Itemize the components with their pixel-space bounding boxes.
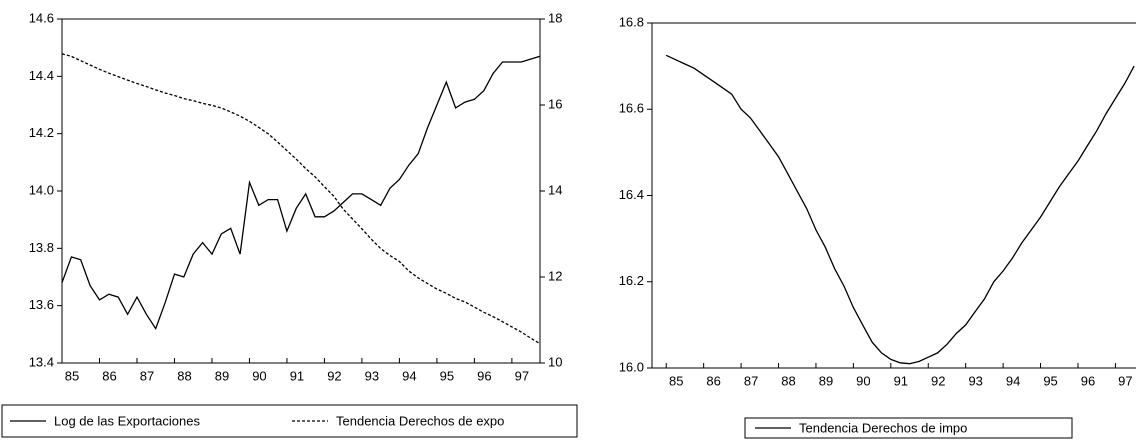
x-tick-label: 91 xyxy=(894,373,908,388)
legend-label: Log de las Exportaciones xyxy=(54,413,200,428)
x-tick-label: 92 xyxy=(931,373,945,388)
series-line xyxy=(61,53,541,345)
x-tick-label: 97 xyxy=(515,368,529,383)
legend-label: Tendencia Derechos de impo xyxy=(799,420,967,435)
x-tick-label: 86 xyxy=(102,368,116,383)
y2-tick-label: 14 xyxy=(548,182,562,197)
legend-box xyxy=(744,417,1073,439)
x-tick-label: 93 xyxy=(365,368,379,383)
x-tick-label: 86 xyxy=(706,373,720,388)
y-tick-label: 16.2 xyxy=(619,273,644,288)
x-tick-label: 89 xyxy=(215,368,229,383)
x-tick-label: 96 xyxy=(1081,373,1095,388)
x-tick-label: 89 xyxy=(819,373,833,388)
y-tick-label: 14.4 xyxy=(29,68,54,83)
x-tick-label: 93 xyxy=(968,373,982,388)
legend-label: Tendencia Derechos de expo xyxy=(336,413,504,428)
y-tick-label: 14.2 xyxy=(29,125,54,140)
y-tick-label: 16.4 xyxy=(619,187,644,202)
x-tick-label: 92 xyxy=(327,368,341,383)
y-tick-label: 16.0 xyxy=(619,359,644,374)
x-tick-label: 94 xyxy=(402,368,416,383)
y-tick-label: 16.8 xyxy=(619,14,644,29)
x-tick-label: 96 xyxy=(477,368,491,383)
x-tick-label: 90 xyxy=(856,373,870,388)
legend-box xyxy=(1,404,578,438)
y2-tick-label: 12 xyxy=(548,268,562,283)
series-line xyxy=(61,55,541,331)
x-tick-label: 85 xyxy=(65,368,79,383)
y-tick-label: 14.6 xyxy=(29,10,54,25)
x-tick-label: 88 xyxy=(781,373,795,388)
y-tick-label: 16.6 xyxy=(619,101,644,116)
x-tick-label: 95 xyxy=(1043,373,1057,388)
x-tick-label: 95 xyxy=(440,368,454,383)
y-tick-label: 13.4 xyxy=(29,354,54,369)
x-tick-label: 85 xyxy=(669,373,683,388)
x-tick-label: 87 xyxy=(744,373,758,388)
y-tick-label: 14.0 xyxy=(29,182,54,197)
y-tick-label: 13.8 xyxy=(29,240,54,255)
x-tick-label: 90 xyxy=(252,368,266,383)
y-tick-label: 13.6 xyxy=(29,297,54,312)
y2-tick-label: 18 xyxy=(548,10,562,25)
x-tick-label: 88 xyxy=(177,368,191,383)
y2-tick-label: 16 xyxy=(548,96,562,111)
x-tick-label: 94 xyxy=(1006,373,1020,388)
x-tick-label: 91 xyxy=(290,368,304,383)
x-tick-label: 87 xyxy=(140,368,154,383)
y2-tick-label: 10 xyxy=(548,354,562,369)
x-tick-label: 97 xyxy=(1118,373,1132,388)
series-line xyxy=(665,54,1135,365)
